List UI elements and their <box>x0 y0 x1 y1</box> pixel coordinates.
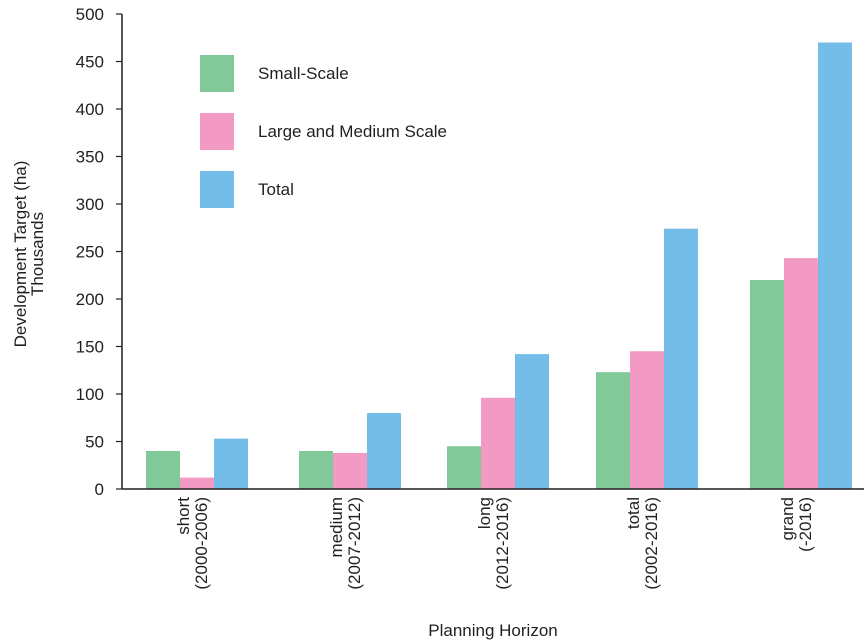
x-category-label: total (2002-2016) <box>624 497 661 590</box>
legend-label: Small-Scale <box>258 64 349 83</box>
bars <box>146 42 852 489</box>
legend: Small-Scale Large and Medium Scale Total <box>200 55 447 208</box>
bar-large-and-medium-scale-2 <box>481 397 515 489</box>
x-category-label: grand (-2016) <box>778 497 815 552</box>
y-axis-title: Development Target (ha)Thousands <box>11 161 47 348</box>
x-category-label-line: (2007-2012) <box>345 497 364 590</box>
x-category-label-line: short <box>174 497 193 535</box>
bar-large-and-medium-scale-3 <box>630 351 664 489</box>
y-tick-label: 400 <box>76 100 104 119</box>
x-axis-category-labels: short (2000-2006) medium (2007-2012) long (20… <box>174 497 815 590</box>
y-tick-label: 150 <box>76 338 104 357</box>
y-tick-label: 100 <box>76 385 104 404</box>
x-category-label: long (2012-2016) <box>475 497 512 590</box>
bar-total-2 <box>515 354 549 489</box>
legend-swatch <box>200 171 234 208</box>
x-category-label-line: (2002-2016) <box>642 497 661 590</box>
y-tick-label: 0 <box>95 480 104 499</box>
bar-small-scale-2 <box>447 446 481 489</box>
x-category-label-line: (2012-2016) <box>493 497 512 590</box>
x-category-label-line: grand <box>778 497 797 540</box>
y-tick-label: 450 <box>76 53 104 72</box>
legend-swatch <box>200 55 234 92</box>
bar-total-4 <box>818 42 852 489</box>
bar-large-and-medium-scale-0 <box>180 477 214 489</box>
bar-small-scale-3 <box>596 372 630 489</box>
legend-label: Total <box>258 180 294 199</box>
x-category-label: short (2000-2006) <box>174 497 211 590</box>
x-category-label-line: total <box>624 497 643 529</box>
legend-swatch <box>200 113 234 150</box>
x-category-label-line: medium <box>327 497 346 557</box>
x-category-label: medium (2007-2012) <box>327 497 364 590</box>
x-category-label-line: long <box>475 497 494 529</box>
bar-large-and-medium-scale-4 <box>784 258 818 489</box>
y-tick-label: 500 <box>76 5 104 24</box>
y-tick-label: 350 <box>76 148 104 167</box>
axes <box>121 14 864 490</box>
y-tick-label: 300 <box>76 195 104 214</box>
y-axis-title-line: Thousands <box>28 212 47 296</box>
x-category-label-line: (-2016) <box>796 497 815 552</box>
x-axis-title: Planning Horizon <box>428 621 557 640</box>
bar-total-3 <box>664 228 698 489</box>
legend-label: Large and Medium Scale <box>258 122 447 141</box>
x-category-label-line: (2000-2006) <box>192 497 211 590</box>
y-tick-label: 50 <box>85 433 104 452</box>
bar-total-0 <box>214 438 248 489</box>
bar-small-scale-4 <box>750 280 784 489</box>
bar-large-and-medium-scale-1 <box>333 452 367 489</box>
y-tick-label: 250 <box>76 243 104 262</box>
y-tick-label: 200 <box>76 290 104 309</box>
y-axis-ticks: 0 50 100 150 200 250 300 350 400 450 500 <box>76 5 122 499</box>
bar-small-scale-1 <box>299 451 333 489</box>
bar-total-1 <box>367 413 401 489</box>
y-axis-title-line: Development Target (ha) <box>11 161 30 348</box>
bar-small-scale-0 <box>146 451 180 489</box>
